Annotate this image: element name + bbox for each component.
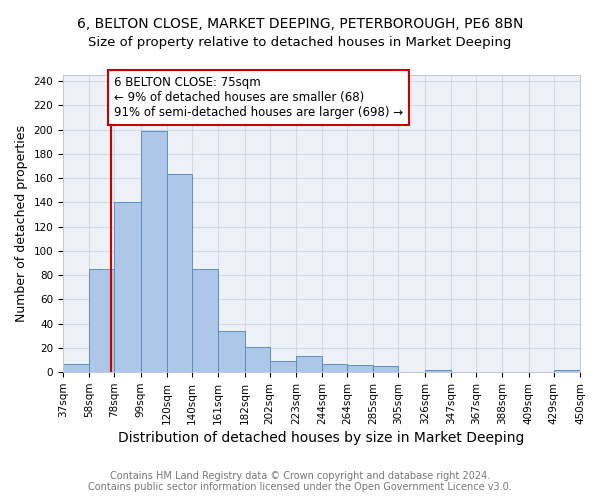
Bar: [347, 365, 373, 372]
Bar: [89, 269, 115, 372]
Bar: [167, 174, 192, 372]
Text: Contains public sector information licensed under the Open Government Licence v3: Contains public sector information licen…: [88, 482, 512, 492]
Bar: [373, 366, 398, 372]
Text: 6, BELTON CLOSE, MARKET DEEPING, PETERBOROUGH, PE6 8BN: 6, BELTON CLOSE, MARKET DEEPING, PETERBO…: [77, 18, 523, 32]
Bar: [245, 346, 269, 372]
Bar: [192, 269, 218, 372]
Bar: [63, 364, 89, 372]
Bar: [115, 202, 140, 372]
X-axis label: Distribution of detached houses by size in Market Deeping: Distribution of detached houses by size …: [118, 431, 525, 445]
Text: 6 BELTON CLOSE: 75sqm
← 9% of detached houses are smaller (68)
91% of semi-detac: 6 BELTON CLOSE: 75sqm ← 9% of detached h…: [115, 76, 403, 119]
Y-axis label: Number of detached properties: Number of detached properties: [15, 125, 28, 322]
Text: Size of property relative to detached houses in Market Deeping: Size of property relative to detached ho…: [88, 36, 512, 49]
Bar: [425, 370, 451, 372]
Bar: [322, 364, 347, 372]
Text: Contains HM Land Registry data © Crown copyright and database right 2024.: Contains HM Land Registry data © Crown c…: [110, 471, 490, 481]
Bar: [218, 331, 245, 372]
Bar: [140, 131, 167, 372]
Bar: [554, 370, 580, 372]
Bar: [296, 356, 322, 372]
Bar: [269, 362, 296, 372]
